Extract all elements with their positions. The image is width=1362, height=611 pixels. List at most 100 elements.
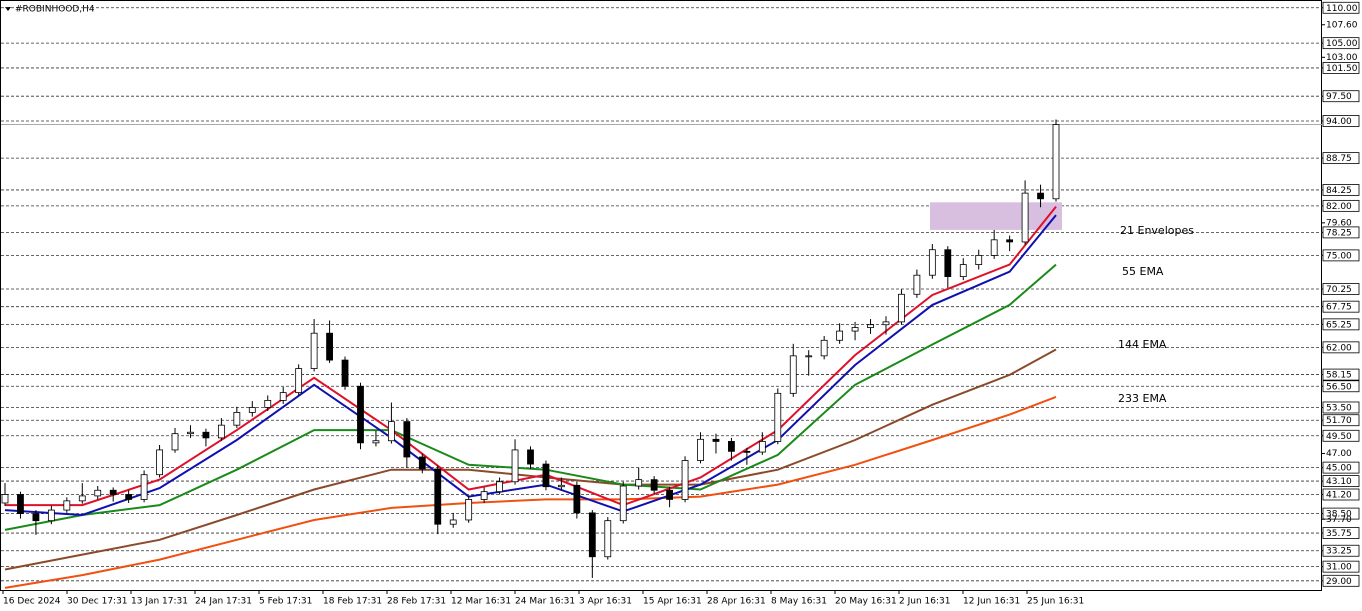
tick-box [1322,544,1360,557]
x-tick-label: 16 Dec 2024 [3,597,61,607]
tick-box [1322,527,1360,539]
x-tick-label: 12 Jun 16:31 [963,597,1020,607]
tick-box [1322,318,1360,331]
candle-body [975,254,983,265]
tick-box [1322,488,1360,501]
y-tick-label: 45.00 [1326,464,1352,474]
zone [930,202,1062,230]
candle-body [94,489,102,497]
candle-body [47,509,55,522]
y-tick-label: 84.25 [1326,186,1352,196]
candle-body [449,519,457,525]
candle-body [681,460,689,500]
x-tick-label: 24 Mar 16:31 [515,597,575,607]
candle-body [820,339,828,357]
candle-body [743,450,751,453]
y-tick-label: 79.60 [1326,218,1352,228]
x-tick-label: 12 Mar 16:31 [451,597,511,607]
tick-box [1322,401,1360,414]
candle-body [403,421,411,458]
tick-box [1322,199,1360,212]
candle-body [264,400,272,408]
candle-body [511,449,519,483]
x-tick-label: 28 Feb 17:31 [387,597,446,607]
candle-body [357,385,364,444]
candle-body [372,440,380,444]
candle-body [217,424,225,439]
tick-box [1322,574,1360,587]
y-tick-label: 49.50 [1326,432,1352,442]
tick-box [1322,300,1360,313]
candle-body [558,484,565,488]
tick-box [1322,507,1360,520]
y-tick-label: 43.10 [1326,477,1352,487]
candle-body [758,441,766,453]
candle-body [125,494,133,500]
candle-body [1006,239,1014,243]
candle-body [295,368,303,394]
candle-body [434,468,442,525]
y-tick-label: 31.00 [1326,563,1352,573]
candle-body [604,520,612,558]
candle-body [728,441,735,452]
x-tick-label: 18 Feb 17:31 [323,597,382,607]
x-tick-label: 15 Apr 16:31 [643,597,702,607]
y-tick-label: 41.20 [1326,490,1352,500]
x-tick-label: 30 Dec 17:31 [67,597,128,607]
tick-box [1322,152,1360,165]
y-tick-label: 88.75 [1326,154,1352,164]
y-tick-label: 78.25 [1326,228,1352,238]
candle-body [944,249,952,278]
candle-body [928,249,936,276]
plot-frame [0,0,1322,591]
indicator-label: 55 EMA [1122,265,1164,278]
candle-body [171,433,179,451]
x-tick-label: 8 May 16:31 [771,597,827,607]
y-tick-label: 103.00 [1326,53,1358,63]
x-tick-label: 3 Apr 16:31 [579,597,632,607]
y-tick-label: 67.75 [1326,303,1352,313]
candle-body [109,489,117,495]
candle-body [697,438,704,461]
indicator-label: 21 Envelopes [1120,224,1194,237]
candle-body [32,513,40,522]
candle-body [1037,192,1044,200]
candle-body [882,321,890,326]
candle-body [1021,192,1029,243]
candle-body [202,431,210,439]
y-tick-label: 37.70 [1326,515,1352,525]
indicator-label: 233 EMA [1118,392,1167,405]
chart-title: #ROBINHOOD,H4 [15,5,95,15]
tick-box [1322,37,1360,50]
candle-body [712,438,720,442]
candle-body [17,494,24,514]
candle-body [619,485,627,522]
candle-body [310,332,318,369]
x-tick-label: 20 May 16:31 [835,597,897,607]
candle-body [1,494,9,504]
y-tick-label: 38.50 [1326,510,1352,520]
x-tick-label: 24 Jan 17:31 [195,597,252,607]
candle-body [959,264,967,278]
candle-body [774,392,782,442]
y-tick-label: 51.70 [1326,416,1352,426]
y-tick-label: 82.00 [1326,202,1352,212]
y-tick-label: 107.60 [1326,20,1358,30]
candle-body [248,407,256,413]
candle-body [233,412,241,426]
y-tick-label: 47.00 [1326,449,1352,459]
y-tick-label: 56.50 [1326,382,1352,392]
candle-body [187,431,194,435]
candle-body [63,500,71,511]
x-tick-label: 13 Jan 17:31 [131,597,188,607]
y-tick-label: 62.00 [1326,343,1352,353]
tick-box [1322,1,1360,14]
x-tick-label: 5 Feb 17:31 [259,597,312,607]
y-tick-label: 58.15 [1326,371,1352,381]
candle-body [387,421,395,442]
candle-body [418,456,426,470]
tick-box [1322,414,1360,427]
candle-body [805,355,813,358]
candle-body [496,481,503,493]
candle-body [898,293,905,323]
